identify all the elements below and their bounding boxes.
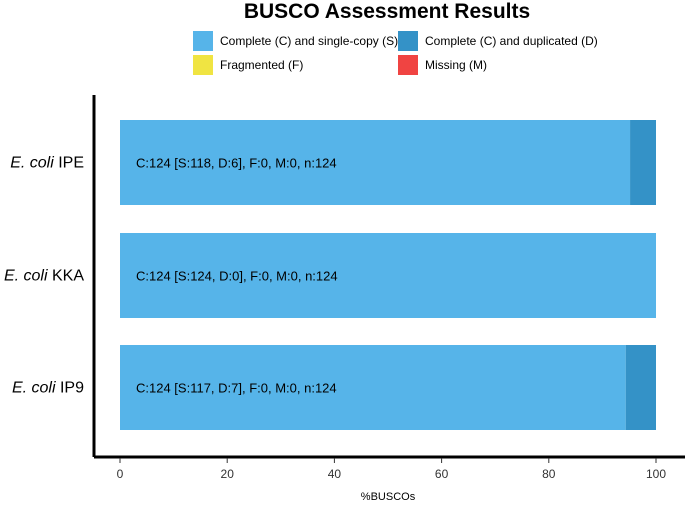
species-name: E. coli	[10, 155, 54, 172]
bars: C:124 [S:118, D:6], F:0, M:0, n:124 C:124…	[120, 120, 656, 430]
species-name: E. coli	[4, 268, 48, 285]
legend-swatch-missing-m	[398, 55, 418, 75]
strain-name: IPE	[54, 155, 84, 172]
bar-ip9-complete-c-and-single-copy-s	[120, 345, 626, 430]
x-tick-label-60: 60	[435, 467, 449, 481]
bar-kka-complete-c-and-single-copy-s	[120, 233, 656, 318]
legend: Complete (C) and single-copy (S) Complete…	[193, 31, 598, 75]
x-ticks: 0 20 40 60 80 100	[117, 458, 666, 481]
chart-title: BUSCO Assessment Results	[244, 0, 530, 23]
legend-label-complete-c-and-single-copy-s: Complete (C) and single-copy (S)	[220, 34, 398, 48]
legend-swatch-complete-c-and-duplicated-d	[398, 31, 418, 51]
x-tick-label-20: 20	[221, 467, 235, 481]
legend-label-complete-c-and-duplicated-d: Complete (C) and duplicated (D)	[425, 34, 598, 48]
axes	[92, 95, 685, 459]
strain-name: KKA	[48, 268, 85, 285]
legend-swatch-fragmented-f	[193, 55, 213, 75]
x-tick-label-0: 0	[117, 467, 124, 481]
strain-name: IP9	[56, 380, 85, 397]
x-tick-label-80: 80	[542, 467, 556, 481]
x-tick-label-40: 40	[328, 467, 342, 481]
bar-label-ip9: C:124 [S:117, D:7], F:0, M:0, n:124	[136, 381, 337, 396]
legend-label-fragmented-f: Fragmented (F)	[220, 58, 303, 72]
category-label-kka: E. coli KKA	[4, 268, 84, 285]
bar-label-ipe: C:124 [S:118, D:6], F:0, M:0, n:124	[136, 156, 337, 171]
category-label-ipe: E. coli IPE	[10, 155, 84, 172]
bar-ipe-complete-c-and-duplicated-d	[630, 120, 656, 205]
x-tick-label-100: 100	[646, 467, 666, 481]
bar-ip9-complete-c-and-duplicated-d	[625, 345, 656, 430]
category-label-ip9: E. coli IP9	[12, 380, 84, 397]
legend-swatch-complete-c-and-single-copy-s	[193, 31, 213, 51]
bar-ipe-complete-c-and-single-copy-s	[120, 120, 631, 205]
legend-label-missing-m: Missing (M)	[425, 58, 487, 72]
bar-label-kka: C:124 [S:124, D:0], F:0, M:0, n:124	[136, 269, 338, 284]
species-name: E. coli	[12, 380, 56, 397]
x-axis-title: %BUSCOs	[361, 491, 416, 503]
